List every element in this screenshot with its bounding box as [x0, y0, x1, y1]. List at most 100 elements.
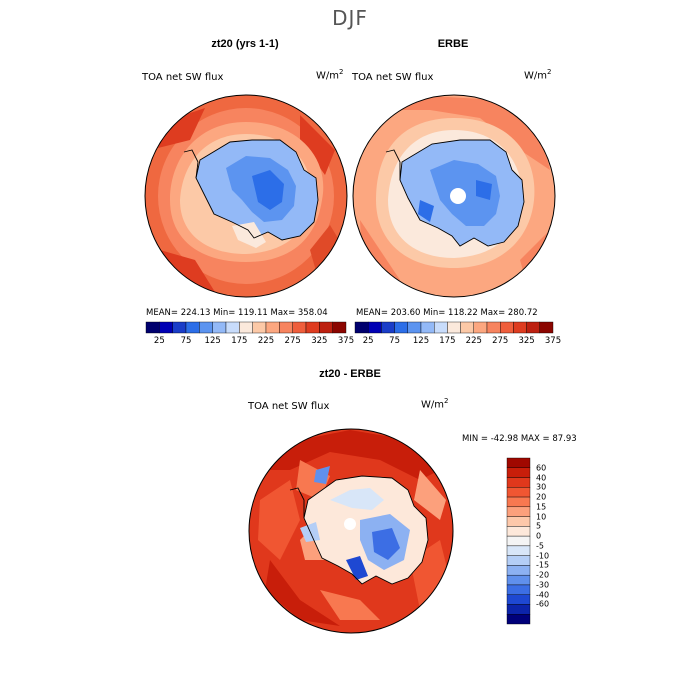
colorbar-tick-label: 175 — [231, 336, 248, 346]
panel-diff-variable: TOA net SW flux — [248, 401, 330, 412]
colorbar-swatch — [460, 321, 475, 334]
colorbar-swatch — [354, 321, 369, 334]
panel-diff-units: W/m2 — [421, 397, 449, 411]
panel-diff-title: zt20 - ERBE — [319, 368, 381, 380]
colorbar-tick-label: -5 — [536, 541, 544, 551]
season-title: DJF — [332, 6, 368, 30]
colorbar-tick-label: 275 — [492, 336, 509, 346]
colorbar-swatch — [506, 487, 531, 498]
colorbar-swatch — [420, 321, 435, 334]
panel-diff-colorbar — [506, 457, 531, 625]
colorbar-tick-label: 325 — [311, 336, 328, 346]
colorbar-tick-label: 175 — [439, 336, 456, 346]
colorbar-swatch — [199, 321, 213, 334]
colorbar-swatch — [185, 321, 200, 334]
colorbar-swatch — [394, 321, 409, 334]
panel-model-units: W/m2 — [316, 68, 344, 82]
colorbar-swatch — [506, 584, 531, 595]
colorbar-tick-label: 15 — [536, 502, 547, 512]
colorbar-swatch — [506, 574, 531, 586]
colorbar-tick-label: -10 — [536, 551, 550, 561]
colorbar-swatch — [305, 321, 320, 334]
colorbar-swatch — [172, 321, 187, 334]
colorbar-swatch — [506, 614, 531, 625]
colorbar-swatch — [212, 321, 227, 334]
colorbar-swatch — [292, 321, 307, 334]
colorbar-tick-label: 40 — [536, 473, 547, 483]
colorbar-swatch — [506, 516, 531, 527]
panel-model-variable: TOA net SW flux — [142, 72, 224, 83]
colorbar-swatch — [539, 321, 554, 334]
colorbar-swatch — [506, 457, 531, 468]
colorbar-swatch — [368, 321, 382, 334]
colorbar-swatch — [506, 526, 531, 537]
colorbar-tick-label: 30 — [536, 482, 547, 492]
colorbar-swatch — [506, 545, 531, 556]
colorbar-tick-label: -40 — [536, 590, 550, 600]
colorbar-tick-label: -30 — [536, 580, 550, 590]
panel-erbe-stats: MEAN= 203.60 Min= 118.22 Max= 280.72 — [356, 308, 538, 318]
colorbar-tick-label: 325 — [518, 336, 535, 346]
colorbar-tick-label: 375 — [544, 336, 562, 346]
colorbar-swatch — [159, 321, 173, 334]
colorbar-tick-label: 0 — [536, 531, 542, 541]
colorbar-tick-label: 25 — [153, 336, 165, 346]
colorbar-swatch — [526, 321, 540, 334]
colorbar-swatch — [486, 321, 501, 334]
colorbar-tick-label: 5 — [536, 521, 542, 531]
colorbar-tick-label: 10 — [536, 512, 547, 522]
colorbar-tick-label: -20 — [536, 570, 550, 580]
colorbar-swatch — [506, 506, 531, 517]
colorbar-swatch — [434, 321, 448, 334]
colorbar-swatch — [279, 321, 293, 334]
panel-erbe-colorbar — [354, 321, 554, 334]
panel-diff-colorbar-labels: 60 40 30 20 15 10 5 0 -5 -10 -15 -20 -30 -40 -60 — [536, 458, 576, 624]
panel-erbe-colorbar-labels: 25 75 125 175 225 275 325 375 — [355, 336, 561, 350]
colorbar-swatch — [506, 555, 531, 566]
colorbar-swatch — [381, 321, 395, 334]
colorbar-swatch — [506, 565, 531, 576]
colorbar-swatch — [265, 321, 280, 334]
colorbar-swatch — [506, 604, 531, 615]
colorbar-swatch — [506, 477, 531, 488]
colorbar-swatch — [447, 321, 461, 334]
colorbar-swatch — [506, 535, 531, 547]
colorbar-tick-label: 225 — [465, 336, 482, 346]
panel-diff-stats: MIN = -42.98 MAX = 87.93 — [462, 434, 577, 444]
panel-model-colorbar — [145, 321, 347, 334]
map-diff — [248, 428, 454, 634]
colorbar-swatch — [473, 321, 488, 334]
colorbar-swatch — [225, 321, 240, 334]
colorbar-swatch — [145, 321, 160, 334]
colorbar-swatch — [239, 321, 253, 334]
colorbar-tick-label: -15 — [536, 560, 550, 570]
colorbar-swatch — [500, 321, 514, 334]
colorbar-tick-label: 20 — [536, 492, 547, 502]
colorbar-swatch — [506, 496, 531, 508]
colorbar-tick-label: 125 — [412, 336, 430, 346]
panel-model-colorbar-labels: 25 75 125 175 225 275 325 375 — [146, 336, 354, 350]
colorbar-swatch — [319, 321, 333, 334]
colorbar-tick-label: 60 — [536, 463, 547, 473]
colorbar-swatch — [252, 321, 267, 334]
colorbar-swatch — [407, 321, 422, 334]
colorbar-tick-label: 75 — [389, 336, 401, 346]
panel-erbe-title: ERBE — [437, 38, 469, 50]
colorbar-swatch — [506, 467, 531, 478]
colorbar-tick-label: 225 — [257, 336, 275, 346]
colorbar-tick-label: 125 — [204, 336, 221, 346]
panel-erbe-units: W/m2 — [524, 68, 552, 82]
colorbar-tick-label: 25 — [362, 336, 374, 346]
colorbar-tick-label: 275 — [284, 336, 301, 346]
colorbar-swatch — [332, 321, 347, 334]
map-erbe — [352, 94, 556, 298]
colorbar-swatch — [506, 594, 531, 605]
colorbar-tick-label: 75 — [180, 336, 192, 346]
colorbar-tick-label: 375 — [337, 336, 355, 346]
colorbar-swatch — [513, 321, 527, 334]
colorbar-tick-label: -60 — [536, 599, 550, 609]
panel-model-title: zt20 (yrs 1-1) — [211, 38, 279, 50]
panel-model-stats: MEAN= 224.13 Min= 119.11 Max= 358.04 — [146, 308, 328, 318]
map-model — [144, 94, 348, 298]
